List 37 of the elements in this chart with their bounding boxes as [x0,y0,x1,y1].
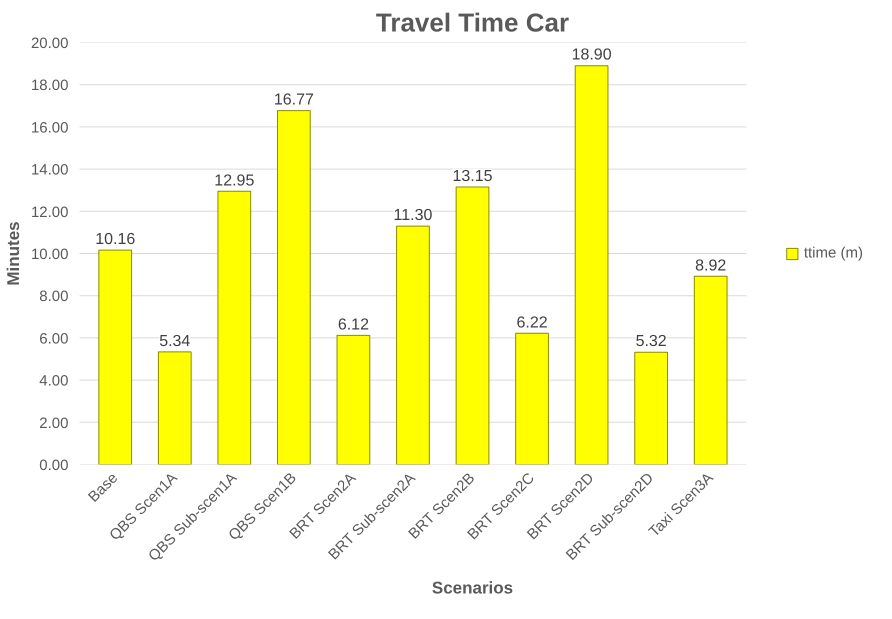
bar [574,65,608,464]
data-label: 10.16 [95,231,136,248]
y-tick-label: 0.00 [39,457,69,474]
data-label: 11.30 [394,207,432,224]
y-tick-label: 4.00 [39,372,69,390]
bar [158,351,192,464]
y-tick-label: 2.00 [39,414,69,432]
bar [515,332,549,464]
data-label: 13.15 [452,168,493,186]
bar [276,110,311,464]
chart-title: Travel Time Car [376,8,570,38]
y-tick-label: 8.00 [39,288,69,306]
bar [634,352,668,464]
data-label: 12.95 [214,172,254,190]
y-tick-label: 12.00 [30,204,69,221]
data-label: 5.34 [159,332,190,350]
bar [694,276,728,464]
data-label: 6.12 [338,316,370,334]
y-tick-label: 20.00 [30,35,69,52]
bar [456,186,490,464]
y-tick-label: 6.00 [39,330,69,348]
bar [396,226,430,464]
y-axis-title: Minutes [4,221,23,286]
x-axis-title: Scenarios [432,578,514,598]
y-tick-label: 10.00 [30,246,69,263]
data-label: 18.90 [572,46,612,64]
y-tick-label: 18.00 [30,77,69,94]
y-tick-label: 14.00 [30,162,69,179]
data-label: 8.92 [695,257,726,274]
y-tick-label: 16.00 [30,119,69,136]
legend-label: ttime (m) [804,244,863,262]
data-label: 5.32 [636,333,667,350]
bar [336,334,370,464]
bar [217,190,252,464]
data-label: 6.22 [516,314,548,332]
bar [98,250,132,464]
data-label: 16.77 [274,92,314,109]
